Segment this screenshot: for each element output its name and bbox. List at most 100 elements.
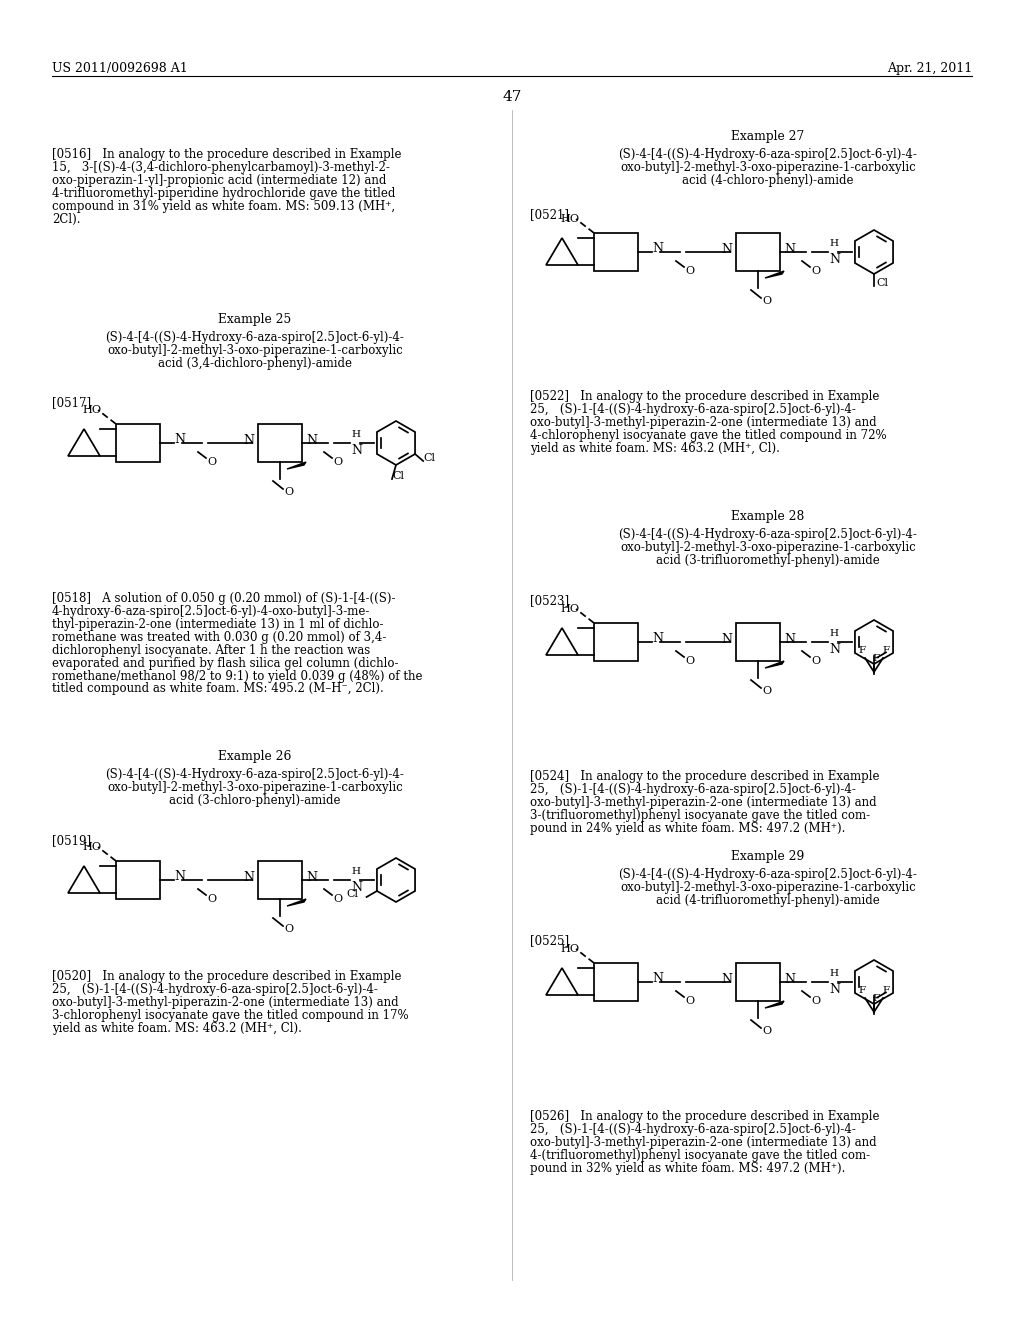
Text: [0526]   In analogy to the procedure described in Example: [0526] In analogy to the procedure descr… xyxy=(530,1110,880,1123)
Text: O: O xyxy=(284,924,293,935)
Text: oxo-butyl]-2-methyl-3-oxo-piperazine-1-carboxylic: oxo-butyl]-2-methyl-3-oxo-piperazine-1-c… xyxy=(621,880,915,894)
Text: oxo-butyl]-3-methyl-piperazin-2-one (intermediate 13) and: oxo-butyl]-3-methyl-piperazin-2-one (int… xyxy=(530,1135,877,1148)
Text: acid (3,4-dichloro-phenyl)-amide: acid (3,4-dichloro-phenyl)-amide xyxy=(158,356,352,370)
Text: H: H xyxy=(829,969,838,978)
Text: [0521]: [0521] xyxy=(530,209,569,220)
Text: titled compound as white foam. MS: 495.2 (M–H⁻, 2Cl).: titled compound as white foam. MS: 495.2… xyxy=(52,682,384,696)
Text: [0520]   In analogy to the procedure described in Example: [0520] In analogy to the procedure descr… xyxy=(52,970,401,983)
Text: O: O xyxy=(685,267,694,276)
Text: HO: HO xyxy=(560,944,580,954)
Text: F: F xyxy=(858,645,865,655)
Text: romethane was treated with 0.030 g (0.20 mmol) of 3,4-: romethane was treated with 0.030 g (0.20… xyxy=(52,631,386,644)
Text: N: N xyxy=(652,632,663,645)
Text: N: N xyxy=(174,433,185,446)
Text: N: N xyxy=(243,871,254,884)
Text: 4-hydroxy-6-aza-spiro[2.5]oct-6-yl)-4-oxo-butyl]-3-me-: 4-hydroxy-6-aza-spiro[2.5]oct-6-yl)-4-ox… xyxy=(52,605,371,618)
Text: N: N xyxy=(306,871,317,884)
Text: N: N xyxy=(829,983,840,997)
Text: N: N xyxy=(784,634,795,645)
Text: [0523]: [0523] xyxy=(530,594,569,607)
Text: [0522]   In analogy to the procedure described in Example: [0522] In analogy to the procedure descr… xyxy=(530,389,880,403)
Text: (S)-4-[4-((S)-4-Hydroxy-6-aza-spiro[2.5]oct-6-yl)-4-: (S)-4-[4-((S)-4-Hydroxy-6-aza-spiro[2.5]… xyxy=(618,148,918,161)
Text: oxo-butyl]-3-methyl-piperazin-2-one (intermediate 13) and: oxo-butyl]-3-methyl-piperazin-2-one (int… xyxy=(530,796,877,809)
Text: N: N xyxy=(306,434,317,447)
Text: 47: 47 xyxy=(503,90,521,104)
Text: Cl: Cl xyxy=(392,471,404,480)
Text: N: N xyxy=(721,243,732,256)
Text: compound in 31% yield as white foam. MS: 509.13 (MH⁺,: compound in 31% yield as white foam. MS:… xyxy=(52,199,395,213)
Text: 2Cl).: 2Cl). xyxy=(52,213,81,226)
Text: [0524]   In analogy to the procedure described in Example: [0524] In analogy to the procedure descr… xyxy=(530,770,880,783)
Text: Example 27: Example 27 xyxy=(731,129,805,143)
Text: (S)-4-[4-((S)-4-Hydroxy-6-aza-spiro[2.5]oct-6-yl)-4-: (S)-4-[4-((S)-4-Hydroxy-6-aza-spiro[2.5]… xyxy=(105,768,404,781)
Text: Example 29: Example 29 xyxy=(731,850,805,863)
Polygon shape xyxy=(287,899,306,906)
Text: Example 28: Example 28 xyxy=(731,510,805,523)
Text: 4-chlorophenyl isocyanate gave the titled compound in 72%: 4-chlorophenyl isocyanate gave the title… xyxy=(530,429,887,442)
Text: [0517]: [0517] xyxy=(52,396,91,409)
Text: [0525]: [0525] xyxy=(530,935,569,946)
Text: oxo-butyl]-2-methyl-3-oxo-piperazine-1-carboxylic: oxo-butyl]-2-methyl-3-oxo-piperazine-1-c… xyxy=(108,781,402,793)
Text: HO: HO xyxy=(82,405,101,414)
Text: HO: HO xyxy=(82,842,101,851)
Text: yield as white foam. MS: 463.2 (MH⁺, Cl).: yield as white foam. MS: 463.2 (MH⁺, Cl)… xyxy=(52,1022,302,1035)
Text: F: F xyxy=(872,653,880,663)
Text: oxo-butyl]-3-methyl-piperazin-2-one (intermediate 13) and: oxo-butyl]-3-methyl-piperazin-2-one (int… xyxy=(52,995,398,1008)
Text: oxo-butyl]-3-methyl-piperazin-2-one (intermediate 13) and: oxo-butyl]-3-methyl-piperazin-2-one (int… xyxy=(530,416,877,429)
Text: US 2011/0092698 A1: US 2011/0092698 A1 xyxy=(52,62,187,75)
Text: Example 25: Example 25 xyxy=(218,313,292,326)
Text: O: O xyxy=(685,997,694,1006)
Text: [0518]   A solution of 0.050 g (0.20 mmol) of (S)-1-[4-((S)-: [0518] A solution of 0.050 g (0.20 mmol)… xyxy=(52,591,395,605)
Polygon shape xyxy=(765,661,784,668)
Text: N: N xyxy=(174,870,185,883)
Text: N: N xyxy=(351,444,362,457)
Text: O: O xyxy=(762,686,771,696)
Text: 25,   (S)-1-[4-((S)-4-hydroxy-6-aza-spiro[2.5]oct-6-yl)-4-: 25, (S)-1-[4-((S)-4-hydroxy-6-aza-spiro[… xyxy=(530,1123,856,1137)
Text: O: O xyxy=(811,656,820,667)
Text: acid (4-chloro-phenyl)-amide: acid (4-chloro-phenyl)-amide xyxy=(682,174,854,187)
Text: Cl: Cl xyxy=(423,453,435,463)
Text: oxo-piperazin-1-yl]-propionic acid (intermediate 12) and: oxo-piperazin-1-yl]-propionic acid (inte… xyxy=(52,174,386,187)
Text: yield as white foam. MS: 463.2 (MH⁺, Cl).: yield as white foam. MS: 463.2 (MH⁺, Cl)… xyxy=(530,442,780,454)
Text: H: H xyxy=(829,239,838,248)
Text: N: N xyxy=(721,973,732,986)
Text: F: F xyxy=(872,994,880,1003)
Text: 4-trifluoromethyl-piperidine hydrochloride gave the titled: 4-trifluoromethyl-piperidine hydrochlori… xyxy=(52,186,395,199)
Text: 3-(trifluoromethyl)phenyl isocyanate gave the titled com-: 3-(trifluoromethyl)phenyl isocyanate gav… xyxy=(530,809,870,822)
Text: 15,   3-[(S)-4-(3,4-dichloro-phenylcarbamoyl)-3-methyl-2-: 15, 3-[(S)-4-(3,4-dichloro-phenylcarbamo… xyxy=(52,161,390,174)
Text: N: N xyxy=(652,242,663,255)
Text: O: O xyxy=(333,457,342,467)
Text: evaporated and purified by flash silica gel column (dichlo-: evaporated and purified by flash silica … xyxy=(52,656,398,669)
Text: O: O xyxy=(685,656,694,667)
Text: 4-(trifluoromethyl)phenyl isocyanate gave the titled com-: 4-(trifluoromethyl)phenyl isocyanate gav… xyxy=(530,1148,870,1162)
Text: O: O xyxy=(762,1026,771,1036)
Text: oxo-butyl]-2-methyl-3-oxo-piperazine-1-carboxylic: oxo-butyl]-2-methyl-3-oxo-piperazine-1-c… xyxy=(108,345,402,356)
Text: Cl: Cl xyxy=(346,888,358,899)
Text: HO: HO xyxy=(560,605,580,614)
Text: 25,   (S)-1-[4-((S)-4-hydroxy-6-aza-spiro[2.5]oct-6-yl)-4-: 25, (S)-1-[4-((S)-4-hydroxy-6-aza-spiro[… xyxy=(530,783,856,796)
Text: O: O xyxy=(207,457,216,467)
Text: N: N xyxy=(829,253,840,267)
Text: [0516]   In analogy to the procedure described in Example: [0516] In analogy to the procedure descr… xyxy=(52,148,401,161)
Text: dichlorophenyl isocyanate. After 1 h the reaction was: dichlorophenyl isocyanate. After 1 h the… xyxy=(52,644,371,656)
Text: N: N xyxy=(829,643,840,656)
Text: acid (4-trifluoromethyl-phenyl)-amide: acid (4-trifluoromethyl-phenyl)-amide xyxy=(656,894,880,907)
Text: romethane/methanol 98/2 to 9:1) to yield 0.039 g (48%) of the: romethane/methanol 98/2 to 9:1) to yield… xyxy=(52,669,423,682)
Text: (S)-4-[4-((S)-4-Hydroxy-6-aza-spiro[2.5]oct-6-yl)-4-: (S)-4-[4-((S)-4-Hydroxy-6-aza-spiro[2.5]… xyxy=(618,869,918,880)
Text: (S)-4-[4-((S)-4-Hydroxy-6-aza-spiro[2.5]oct-6-yl)-4-: (S)-4-[4-((S)-4-Hydroxy-6-aza-spiro[2.5]… xyxy=(618,528,918,541)
Text: oxo-butyl]-2-methyl-3-oxo-piperazine-1-carboxylic: oxo-butyl]-2-methyl-3-oxo-piperazine-1-c… xyxy=(621,161,915,174)
Text: N: N xyxy=(784,973,795,986)
Text: oxo-butyl]-2-methyl-3-oxo-piperazine-1-carboxylic: oxo-butyl]-2-methyl-3-oxo-piperazine-1-c… xyxy=(621,541,915,554)
Polygon shape xyxy=(287,462,306,469)
Text: F: F xyxy=(882,645,889,655)
Text: H: H xyxy=(351,867,360,876)
Text: O: O xyxy=(762,296,771,306)
Text: pound in 32% yield as white foam. MS: 497.2 (MH⁺).: pound in 32% yield as white foam. MS: 49… xyxy=(530,1162,846,1175)
Polygon shape xyxy=(765,1001,784,1008)
Polygon shape xyxy=(765,271,784,279)
Text: N: N xyxy=(721,634,732,645)
Text: Apr. 21, 2011: Apr. 21, 2011 xyxy=(887,62,972,75)
Text: O: O xyxy=(284,487,293,498)
Text: (S)-4-[4-((S)-4-Hydroxy-6-aza-spiro[2.5]oct-6-yl)-4-: (S)-4-[4-((S)-4-Hydroxy-6-aza-spiro[2.5]… xyxy=(105,331,404,345)
Text: O: O xyxy=(811,997,820,1006)
